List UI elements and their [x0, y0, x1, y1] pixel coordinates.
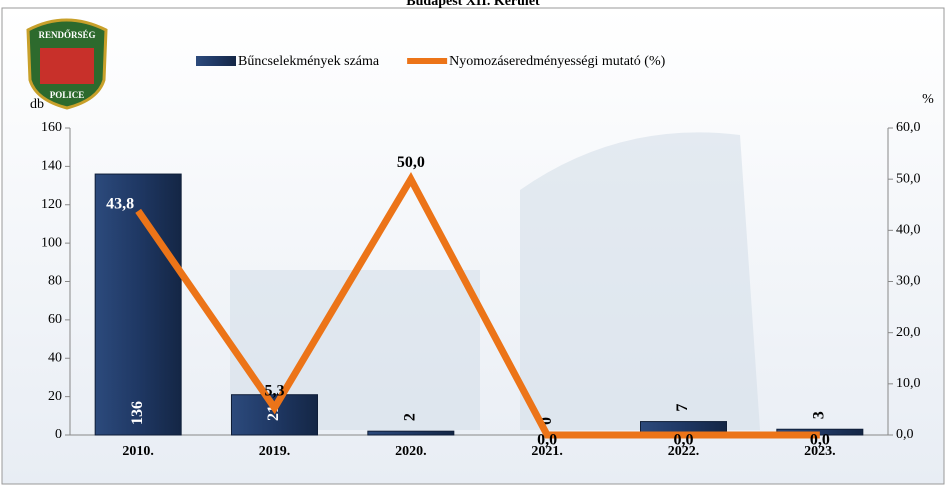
- bar: [231, 394, 318, 436]
- line-value-label: 50,0: [397, 154, 425, 171]
- chart-title: Budapest XII. Kerület: [406, 0, 540, 9]
- bar: [94, 173, 182, 436]
- y-tick-label: 120: [41, 197, 62, 212]
- bar: [367, 430, 455, 436]
- x-tick-label: 2020.: [395, 444, 427, 459]
- legend-swatch: [196, 56, 236, 66]
- legend-label: Bűncselekmények száma: [238, 54, 380, 69]
- x-tick-label: 2021.: [531, 444, 563, 459]
- y2-tick-label: 20,0: [896, 325, 921, 340]
- y-axis-label: db: [30, 97, 44, 112]
- x-tick-label: 2022.: [668, 444, 700, 459]
- bar-value-label: 0: [538, 417, 555, 425]
- logo-text: RENDŐRSÉG: [38, 30, 95, 40]
- bar-value-label: 3: [811, 411, 828, 419]
- y-tick-label: 140: [41, 159, 62, 174]
- y-tick-label: 20: [48, 389, 62, 404]
- y2-tick-label: 60,0: [896, 120, 921, 135]
- y2-tick-label: 0,0: [896, 427, 914, 442]
- bar-value-label: 136: [129, 401, 146, 425]
- line-value-label: 5,3: [265, 383, 285, 400]
- logo-field: [40, 48, 94, 84]
- line-value-label: 0,0: [674, 432, 694, 449]
- y2-tick-label: 50,0: [896, 171, 921, 186]
- y2-tick-label: 30,0: [896, 274, 921, 289]
- x-tick-label: 2019.: [259, 444, 291, 459]
- y2-axis-label: %: [922, 92, 934, 107]
- y2-tick-label: 10,0: [896, 376, 921, 391]
- line-value-label: 0,0: [537, 432, 557, 449]
- x-tick-label: 2010.: [122, 444, 154, 459]
- legend-label: Nyomozáseredményességi mutató (%): [449, 54, 665, 69]
- y2-tick-label: 40,0: [896, 223, 921, 238]
- bar-value-label: 2: [402, 413, 419, 421]
- building-backdrop: [230, 132, 760, 430]
- line-value-label: 0,0: [810, 432, 830, 449]
- bar-value-label: 7: [674, 404, 691, 412]
- logo-text: POLICE: [50, 90, 85, 100]
- y-tick-label: 80: [48, 274, 62, 289]
- line-value-label: 43,8: [106, 196, 134, 213]
- logo: RENDŐRSÉG POLICE: [26, 18, 108, 110]
- y-tick-label: 0: [55, 427, 62, 442]
- y-tick-label: 160: [41, 120, 62, 135]
- bar-value-label: 21: [265, 405, 282, 421]
- y-tick-label: 40: [48, 350, 62, 365]
- y-tick-label: 100: [41, 235, 62, 250]
- line: [135, 172, 820, 439]
- y-tick-label: 60: [48, 312, 62, 327]
- x-tick-label: 2023.: [804, 444, 836, 459]
